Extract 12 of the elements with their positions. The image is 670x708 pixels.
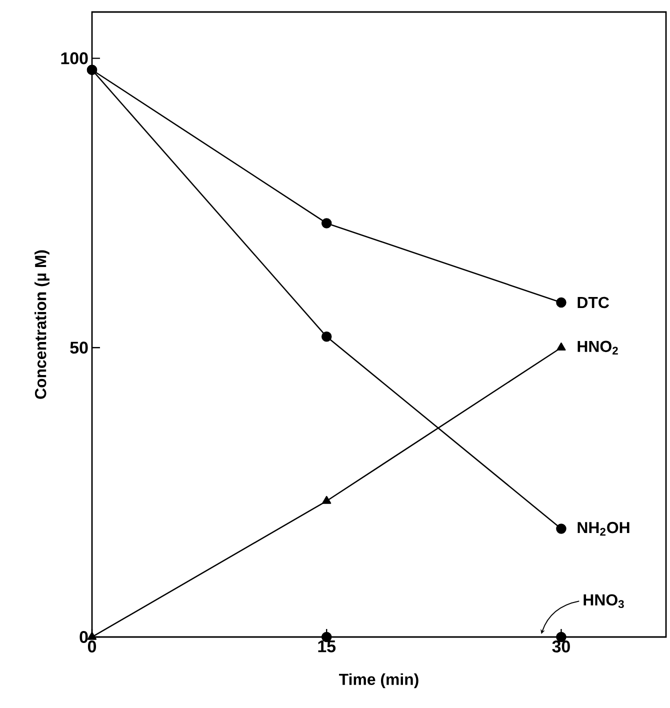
series-label: HNO$_{2}$ [578,340,618,354]
y-tick-label: 0 [80,631,88,643]
series-label: DTC [578,296,610,308]
y-tick-label: 50 [70,342,88,354]
x-axis-title: Time (min) [339,673,418,688]
x-tick-label: 0 [88,640,96,653]
y-tick-label: 100 [61,52,88,64]
y-axis-title: Concentration (µ M) [34,250,50,399]
text: HNO$_{3}$ [584,594,624,608]
x-tick-label: 15 [318,640,336,652]
x-tick-label: 30 [552,640,570,653]
series-label: NH$_{2}$OH [578,522,630,536]
